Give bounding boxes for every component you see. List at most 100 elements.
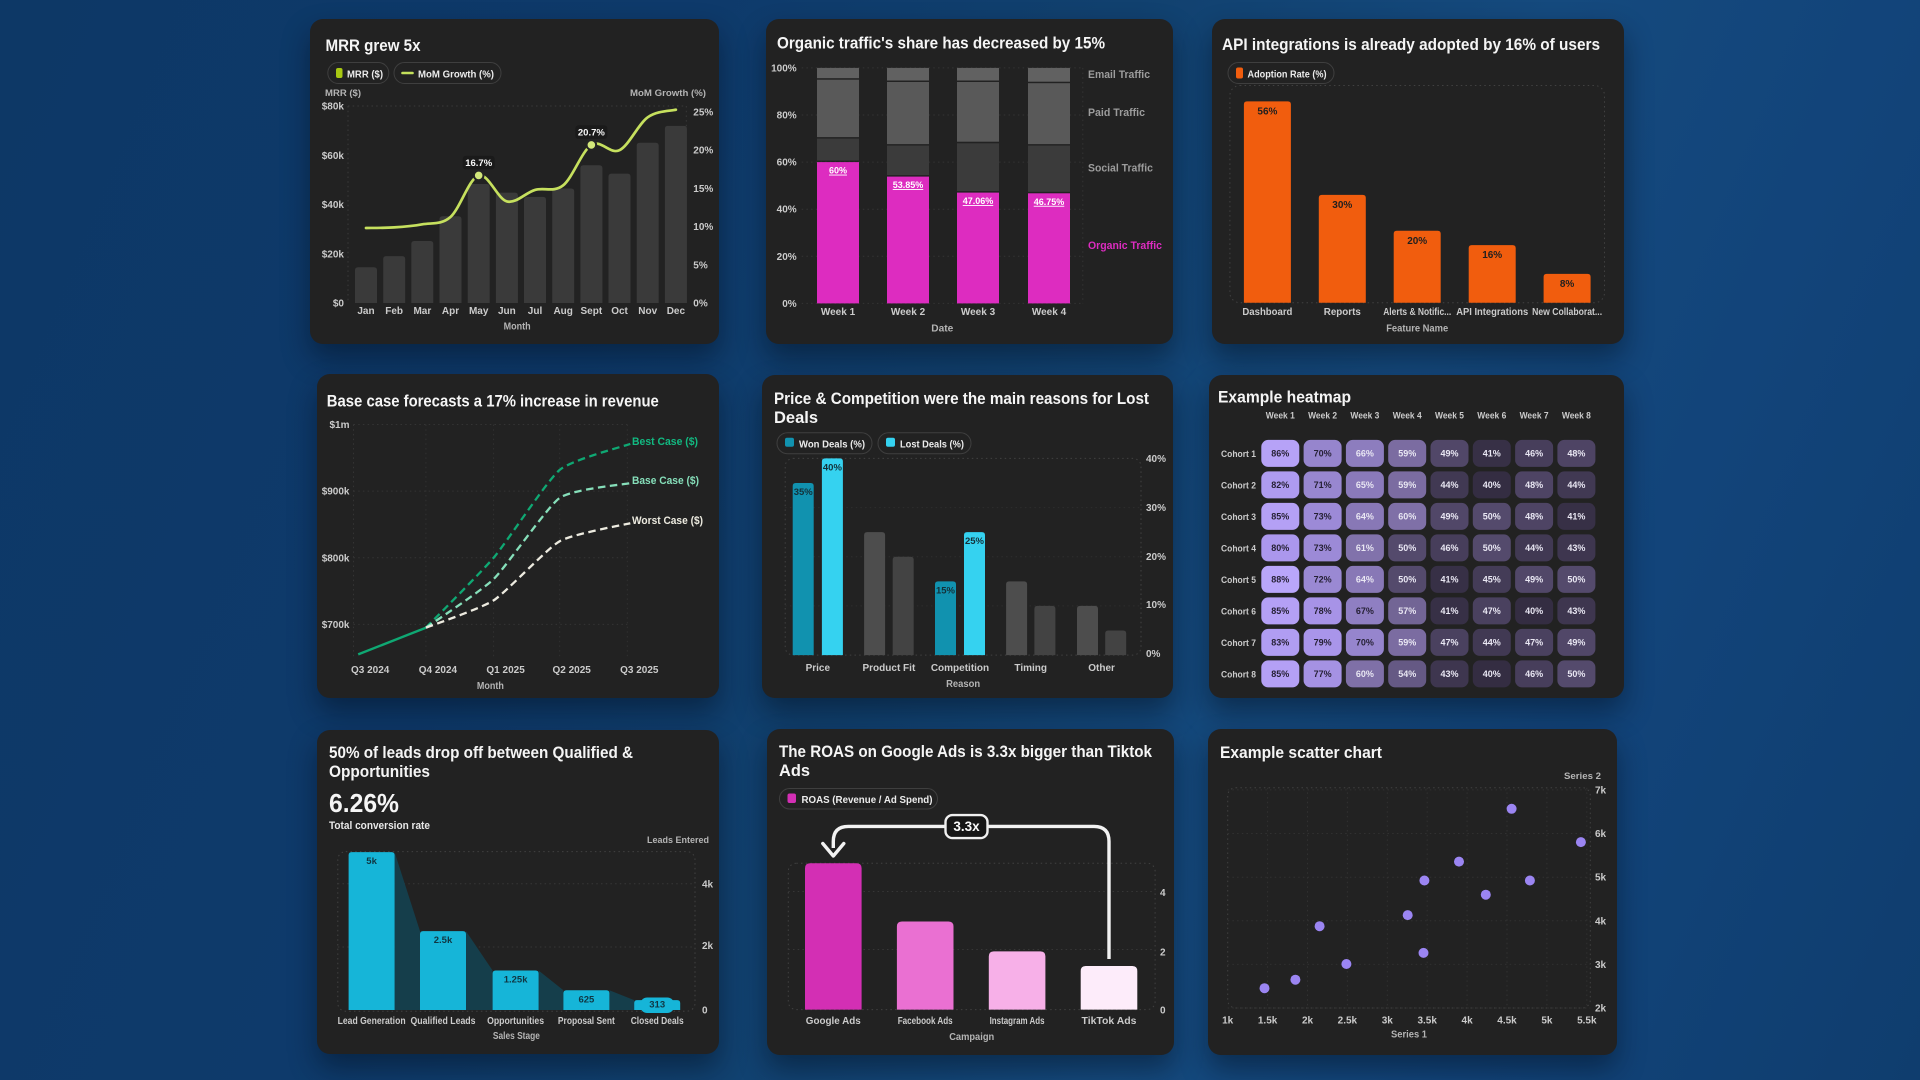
svg-text:Best Case ($): Best Case ($) bbox=[632, 436, 698, 448]
svg-text:Campaign: Campaign bbox=[949, 1032, 994, 1043]
svg-text:66%: 66% bbox=[1356, 448, 1374, 458]
svg-text:Cohort 8: Cohort 8 bbox=[1221, 669, 1256, 680]
svg-text:71%: 71% bbox=[1314, 480, 1332, 490]
svg-text:56%: 56% bbox=[1257, 106, 1277, 117]
svg-text:49%: 49% bbox=[1525, 574, 1543, 584]
svg-text:65%: 65% bbox=[1356, 480, 1374, 490]
svg-text:20%: 20% bbox=[693, 146, 713, 157]
svg-text:Qualified Leads: Qualified Leads bbox=[411, 1016, 476, 1027]
svg-text:Date: Date bbox=[931, 324, 953, 335]
svg-text:Q2 2025: Q2 2025 bbox=[553, 665, 592, 676]
svg-text:48%: 48% bbox=[1525, 511, 1543, 521]
svg-text:85%: 85% bbox=[1271, 669, 1289, 679]
svg-text:4k: 4k bbox=[1595, 916, 1607, 927]
svg-text:Deals: Deals bbox=[774, 409, 818, 427]
svg-text:86%: 86% bbox=[1271, 448, 1289, 458]
svg-text:60%: 60% bbox=[1398, 511, 1416, 521]
svg-text:50%: 50% bbox=[1483, 543, 1501, 553]
svg-text:3k: 3k bbox=[1382, 1016, 1394, 1027]
svg-text:Week 4: Week 4 bbox=[1393, 410, 1423, 421]
svg-text:46%: 46% bbox=[1525, 669, 1543, 679]
svg-text:40%: 40% bbox=[1525, 606, 1543, 616]
svg-text:Email Traffic: Email Traffic bbox=[1088, 69, 1150, 81]
svg-text:Q1 2025: Q1 2025 bbox=[486, 665, 525, 676]
svg-text:46%: 46% bbox=[1525, 448, 1543, 458]
svg-text:Leads Entered: Leads Entered bbox=[647, 835, 709, 846]
svg-text:44%: 44% bbox=[1440, 480, 1458, 490]
svg-text:Q3 2024: Q3 2024 bbox=[351, 665, 390, 676]
svg-text:20%: 20% bbox=[1146, 552, 1166, 563]
svg-text:40%: 40% bbox=[1483, 669, 1501, 679]
svg-text:Week 8: Week 8 bbox=[1562, 410, 1591, 421]
svg-text:625: 625 bbox=[578, 994, 595, 1005]
svg-text:44%: 44% bbox=[1525, 543, 1543, 553]
svg-text:59%: 59% bbox=[1398, 637, 1416, 647]
svg-text:Series 1: Series 1 bbox=[1391, 1030, 1427, 1041]
svg-text:Facebook Ads: Facebook Ads bbox=[898, 1016, 953, 1027]
svg-text:48%: 48% bbox=[1567, 448, 1585, 458]
svg-text:Cohort 2: Cohort 2 bbox=[1221, 480, 1256, 491]
svg-text:60%: 60% bbox=[829, 166, 847, 176]
svg-text:Feature Name: Feature Name bbox=[1386, 324, 1448, 335]
svg-text:Oct: Oct bbox=[611, 306, 628, 317]
svg-text:41%: 41% bbox=[1440, 574, 1458, 584]
svg-text:$40k: $40k bbox=[322, 200, 345, 211]
svg-text:Product Fit: Product Fit bbox=[863, 663, 916, 674]
svg-text:5k: 5k bbox=[1595, 873, 1607, 884]
svg-text:Q3 2025: Q3 2025 bbox=[620, 665, 659, 676]
svg-text:Nov: Nov bbox=[638, 306, 657, 317]
svg-text:50%: 50% bbox=[1398, 543, 1416, 553]
svg-text:Aug: Aug bbox=[553, 306, 572, 317]
svg-text:Closed Deals: Closed Deals bbox=[631, 1016, 684, 1027]
svg-text:$0: $0 bbox=[333, 299, 345, 310]
svg-text:$60k: $60k bbox=[322, 151, 345, 162]
svg-text:43%: 43% bbox=[1567, 606, 1585, 616]
svg-text:73%: 73% bbox=[1314, 511, 1332, 521]
svg-text:3k: 3k bbox=[1595, 960, 1607, 971]
svg-text:$80k: $80k bbox=[322, 102, 345, 113]
svg-text:25%: 25% bbox=[965, 536, 985, 547]
svg-text:60%: 60% bbox=[1356, 669, 1374, 679]
svg-text:41%: 41% bbox=[1567, 511, 1585, 521]
svg-text:Worst Case ($): Worst Case ($) bbox=[632, 515, 703, 527]
svg-text:6.26%: 6.26% bbox=[329, 788, 399, 818]
svg-text:Week 3: Week 3 bbox=[1350, 410, 1379, 421]
svg-text:30%: 30% bbox=[1332, 200, 1352, 211]
svg-text:70%: 70% bbox=[1314, 448, 1332, 458]
svg-text:Apr: Apr bbox=[442, 306, 459, 317]
svg-text:0: 0 bbox=[1160, 1006, 1166, 1017]
svg-text:TikTok Ads: TikTok Ads bbox=[1082, 1016, 1137, 1027]
svg-text:Base Case ($): Base Case ($) bbox=[632, 475, 699, 487]
svg-text:54%: 54% bbox=[1398, 669, 1416, 679]
svg-text:API Integrations: API Integrations bbox=[1456, 307, 1528, 318]
svg-text:5k: 5k bbox=[1541, 1016, 1553, 1027]
svg-text:44%: 44% bbox=[1483, 637, 1501, 647]
svg-text:Lead Generation: Lead Generation bbox=[338, 1016, 406, 1027]
svg-text:40%: 40% bbox=[1146, 454, 1166, 465]
svg-text:44%: 44% bbox=[1567, 480, 1585, 490]
svg-text:2.5k: 2.5k bbox=[434, 935, 453, 946]
svg-text:Total conversion rate: Total conversion rate bbox=[329, 820, 430, 832]
svg-text:Week 7: Week 7 bbox=[1520, 410, 1549, 421]
svg-text:Cohort 7: Cohort 7 bbox=[1221, 638, 1256, 649]
svg-text:0: 0 bbox=[702, 1006, 708, 1017]
svg-text:5.5k: 5.5k bbox=[1577, 1016, 1597, 1027]
svg-text:70%: 70% bbox=[1356, 637, 1374, 647]
svg-text:67%: 67% bbox=[1356, 606, 1374, 616]
svg-text:47%: 47% bbox=[1440, 637, 1458, 647]
svg-text:2k: 2k bbox=[1595, 1004, 1607, 1015]
svg-text:Cohort 1: Cohort 1 bbox=[1221, 449, 1257, 460]
svg-text:$900k: $900k bbox=[322, 487, 350, 498]
svg-text:20%: 20% bbox=[777, 252, 797, 263]
svg-text:46.75%: 46.75% bbox=[1034, 197, 1065, 207]
svg-text:Price: Price bbox=[806, 663, 831, 674]
svg-text:Proposal Sent: Proposal Sent bbox=[558, 1016, 616, 1027]
svg-text:Organic traffic's share has de: Organic traffic's share has decreased by… bbox=[777, 35, 1105, 53]
svg-text:46%: 46% bbox=[1440, 543, 1458, 553]
svg-text:Cohort 5: Cohort 5 bbox=[1221, 575, 1257, 586]
svg-text:Week 1: Week 1 bbox=[1266, 410, 1296, 421]
svg-text:Week 2: Week 2 bbox=[891, 307, 926, 318]
svg-text:Cohort 3: Cohort 3 bbox=[1221, 512, 1256, 523]
svg-text:Week 4: Week 4 bbox=[1032, 307, 1067, 318]
svg-text:25%: 25% bbox=[693, 108, 713, 119]
